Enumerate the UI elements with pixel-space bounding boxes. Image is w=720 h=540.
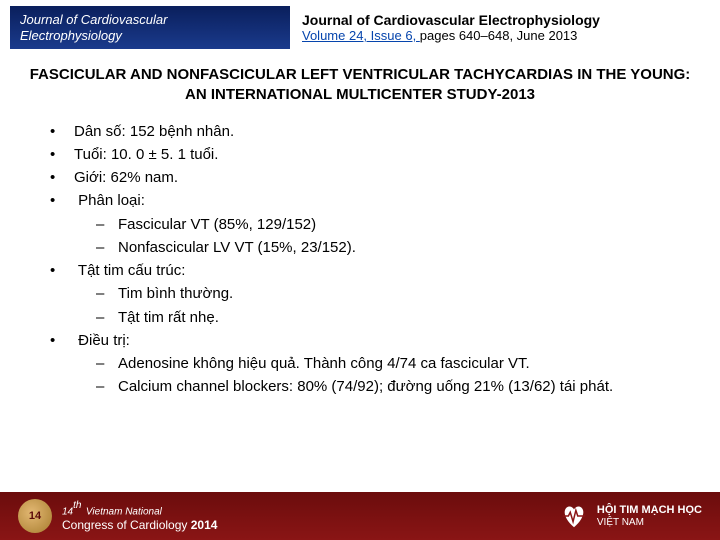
header-citation: Journal of Cardiovascular Electrophysiol… bbox=[302, 12, 710, 43]
list-item: Tật tim cấu trúc: Tim bình thường. Tật t… bbox=[50, 259, 690, 329]
list-item: Tuổi: 10. 0 ± 5. 1 tuổi. bbox=[50, 143, 690, 166]
list-item-label: Phân loại: bbox=[78, 192, 145, 209]
footer-right: HỘI TIM MẠCH HỌC VIỆT NAM bbox=[559, 501, 702, 531]
assoc-line2: VIỆT NAM bbox=[597, 517, 702, 528]
sub-list: Fascicular VT (85%, 129/152) Nonfascicul… bbox=[96, 213, 690, 260]
congress-line2: Congress of Cardiology 2014 bbox=[62, 519, 217, 532]
list-item: Dân số: 152 bệnh nhân. bbox=[50, 120, 690, 143]
journal-volume[interactable]: Volume 24, Issue 6, pages 640–648, June … bbox=[302, 28, 710, 43]
list-item: Adenosine không hiệu quả. Thành công 4/7… bbox=[96, 352, 690, 375]
assoc-line1: HỘI TIM MẠCH HỌC bbox=[597, 504, 702, 516]
list-item: Điều trị: Adenosine không hiệu quả. Thàn… bbox=[50, 329, 690, 399]
congress-line1: 14th Vietnam National bbox=[62, 500, 217, 519]
list-item: Fascicular VT (85%, 129/152) bbox=[96, 213, 690, 236]
list-item-label: Tật tim cấu trúc: bbox=[78, 262, 186, 279]
list-item: Nonfascicular LV VT (15%, 23/152). bbox=[96, 236, 690, 259]
list-item: Giới: 62% nam. bbox=[50, 166, 690, 189]
sub-list: Tim bình thường. Tật tim rất nhẹ. bbox=[96, 282, 690, 329]
volume-pages: pages 640–648, June 2013 bbox=[420, 28, 578, 43]
content: Dân số: 152 bệnh nhân. Tuổi: 10. 0 ± 5. … bbox=[0, 116, 720, 399]
volume-link-text: Volume 24, Issue 6, bbox=[302, 28, 420, 43]
footer-left-text: 14th Vietnam National Congress of Cardio… bbox=[62, 500, 217, 532]
footer-left: 14 14th Vietnam National Congress of Car… bbox=[18, 499, 217, 533]
logo-line2: Electrophysiology bbox=[20, 28, 280, 44]
bullet-list: Dân số: 152 bệnh nhân. Tuổi: 10. 0 ± 5. … bbox=[50, 120, 690, 399]
logo-line1: Journal of Cardiovascular bbox=[20, 12, 280, 28]
sub-list: Adenosine không hiệu quả. Thành công 4/7… bbox=[96, 352, 690, 399]
journal-name: Journal of Cardiovascular Electrophysiol… bbox=[302, 12, 710, 28]
list-item: Calcium channel blockers: 80% (74/92); đ… bbox=[96, 375, 690, 398]
list-item: Tim bình thường. bbox=[96, 282, 690, 305]
footer: 14 14th Vietnam National Congress of Car… bbox=[0, 492, 720, 540]
list-item: Tật tim rất nhẹ. bbox=[96, 306, 690, 329]
list-item-label: Điều trị: bbox=[78, 332, 130, 349]
congress-badge-icon: 14 bbox=[18, 499, 52, 533]
badge-number: 14 bbox=[29, 511, 41, 522]
heart-logo-icon bbox=[559, 501, 589, 531]
list-item: Phân loại: Fascicular VT (85%, 129/152) … bbox=[50, 189, 690, 259]
header: Journal of Cardiovascular Electrophysiol… bbox=[0, 0, 720, 53]
slide-title: FASCICULAR AND NONFASCICULAR LEFT VENTRI… bbox=[0, 53, 720, 116]
footer-right-text: HỘI TIM MẠCH HỌC VIỆT NAM bbox=[597, 504, 702, 527]
journal-logo: Journal of Cardiovascular Electrophysiol… bbox=[10, 6, 290, 49]
